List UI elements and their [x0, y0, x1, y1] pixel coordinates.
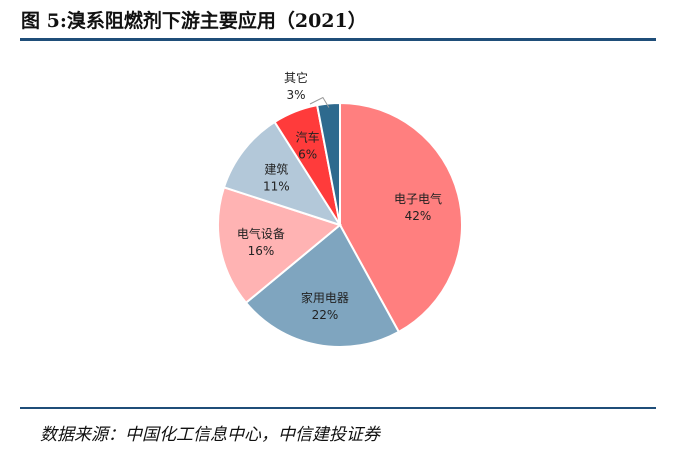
pie-slice-2 [217, 186, 343, 305]
slice-label-value: 42% [405, 209, 432, 223]
slice-label-value: 3% [286, 88, 305, 102]
slice-label-name: 汽车 [296, 129, 320, 144]
slice-label-value: 16% [248, 244, 275, 258]
slice-label-name: 建筑 [264, 162, 288, 177]
leader-line [309, 96, 330, 108]
slice-label-value: 6% [298, 147, 317, 161]
slice-label-value: 22% [312, 308, 339, 322]
top-divider [20, 38, 656, 41]
pie-slice-0 [339, 101, 463, 334]
bottom-divider [20, 407, 656, 409]
slice-label-name: 电子电气 [394, 191, 442, 206]
slice-label-name: 电气设备 [237, 226, 285, 241]
pie-slice-1 [244, 223, 401, 348]
slice-label-name: 其它 [284, 70, 308, 85]
slice-label-value: 11% [263, 180, 290, 194]
pie-slice-3 [222, 120, 343, 227]
pie-slice-5 [315, 101, 341, 226]
source-note: 数据来源：中国化工信息中心，中信建投证券 [40, 425, 380, 445]
slice-label-name: 家用电器 [301, 290, 349, 305]
chart-title: 图 5:溴系阻燃剂下游主要应用（2021） [21, 10, 367, 32]
